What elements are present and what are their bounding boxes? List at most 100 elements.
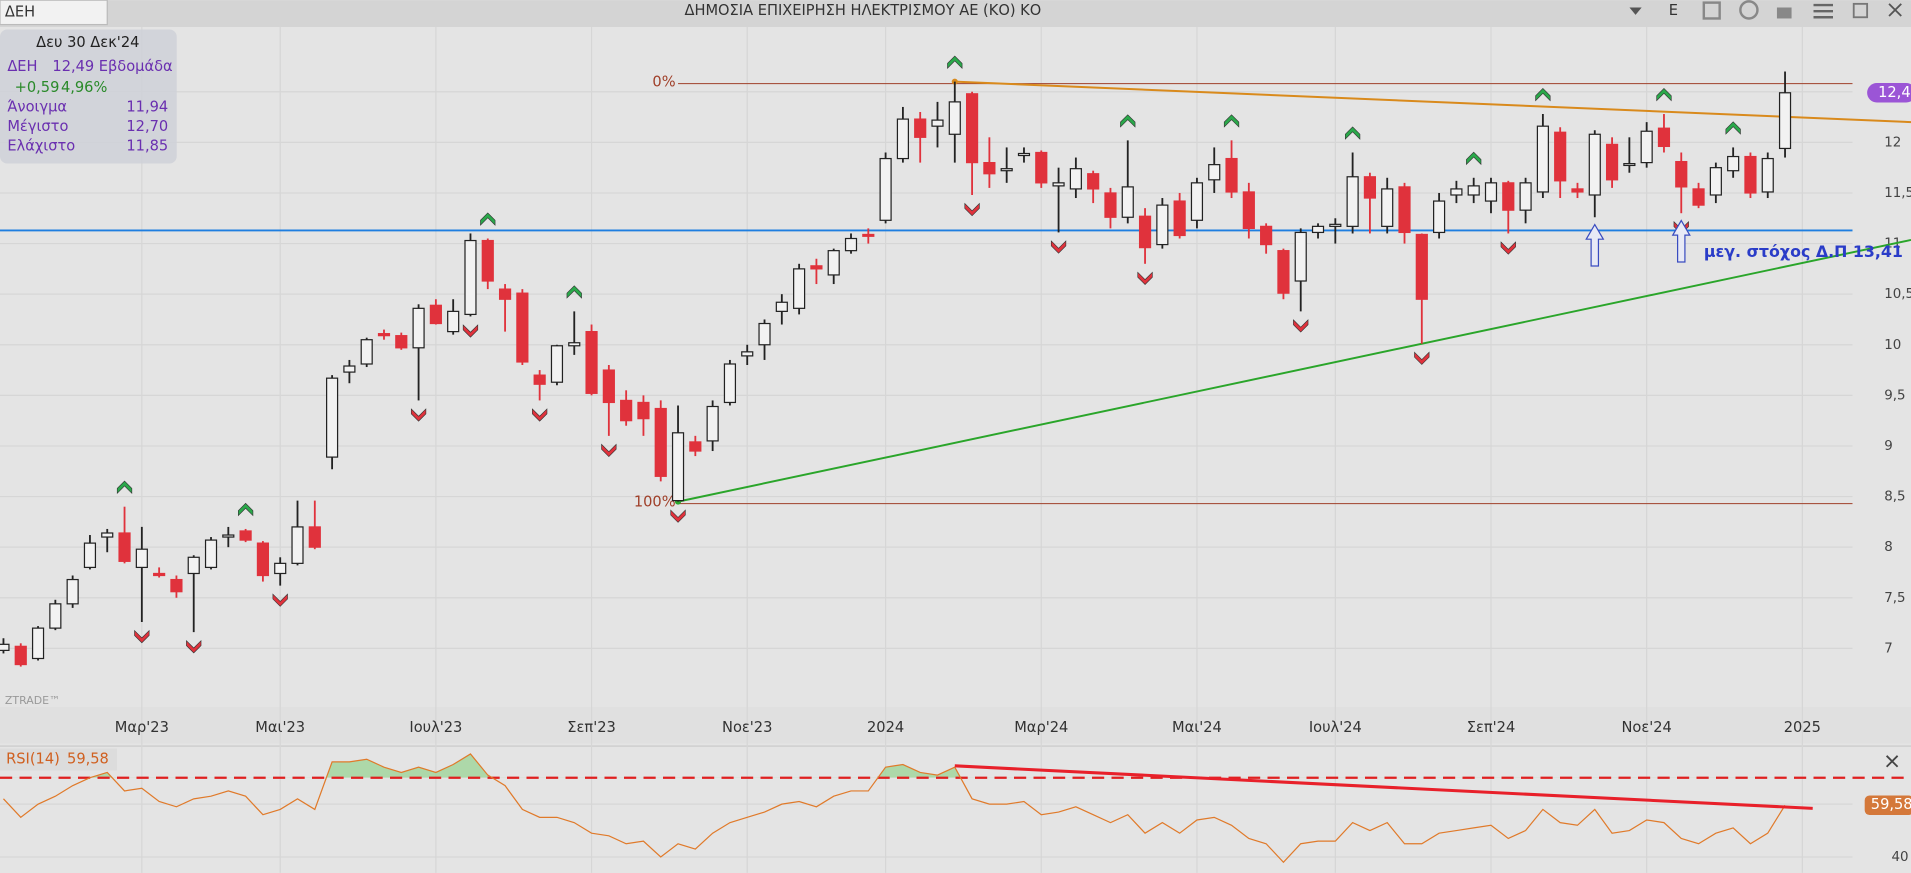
close-icon[interactable] xyxy=(1888,3,1902,17)
candle-body xyxy=(498,288,512,300)
candle-body xyxy=(135,548,148,569)
candle-body xyxy=(464,239,477,316)
down-marker xyxy=(532,408,548,422)
candle-body xyxy=(1519,182,1532,211)
info-value: 11,85 xyxy=(126,137,168,154)
icon[interactable] xyxy=(1739,0,1759,20)
y-tick-label: 8 xyxy=(1884,540,1893,555)
candle-body xyxy=(170,578,183,593)
candle-body xyxy=(879,157,892,221)
candle-body xyxy=(395,335,408,349)
trendline xyxy=(954,80,1911,124)
candle-body xyxy=(533,374,546,385)
down-marker xyxy=(1414,351,1430,365)
symbol-box[interactable] xyxy=(0,0,108,26)
fib-label: 0% xyxy=(652,73,675,90)
x-tick-label: Μαι'24 xyxy=(1172,719,1222,736)
down-marker xyxy=(462,324,479,338)
menu-icon[interactable] xyxy=(1813,3,1834,19)
candle-body xyxy=(1761,157,1774,193)
candle-body xyxy=(0,643,10,652)
candle-body xyxy=(1329,223,1342,227)
candle-body xyxy=(1657,127,1671,148)
lock-icon[interactable] xyxy=(1776,7,1792,19)
candle-body xyxy=(1087,173,1100,190)
candle-body xyxy=(1277,250,1290,294)
y-tick-label: 11,5 xyxy=(1884,186,1911,201)
candle-body xyxy=(758,322,771,346)
candle-body xyxy=(671,432,685,502)
candle-body xyxy=(360,339,373,365)
candle-body xyxy=(291,526,304,564)
candle-body xyxy=(1138,215,1152,249)
up-marker xyxy=(1345,126,1361,140)
icon[interactable] xyxy=(1702,1,1721,20)
candle-body xyxy=(1588,133,1601,196)
info-label: Μέγιστο xyxy=(7,118,68,135)
y-tick-label: 9,5 xyxy=(1884,388,1905,403)
candle-body xyxy=(377,333,391,337)
candle-body xyxy=(1502,182,1515,211)
candle-body xyxy=(274,562,287,575)
candle-body xyxy=(637,401,650,420)
x-tick-label: Ιουλ'23 xyxy=(409,719,462,736)
rsi-label-bg xyxy=(0,748,117,771)
candle-body xyxy=(1571,188,1584,193)
candle-body xyxy=(1363,176,1377,199)
candle-body xyxy=(585,331,598,394)
info-value: 11,94 xyxy=(126,98,168,115)
candle-body xyxy=(101,532,114,538)
up-marker xyxy=(1656,88,1672,102)
up-marker xyxy=(237,502,254,517)
candle-body xyxy=(1294,231,1307,282)
fib-label: 100% xyxy=(634,493,676,510)
candle-body xyxy=(602,369,615,404)
candle-body xyxy=(1035,151,1048,184)
down-marker xyxy=(272,593,288,607)
candle-body xyxy=(1484,182,1498,202)
down-marker xyxy=(601,443,617,457)
candle-body xyxy=(1260,225,1273,246)
candle-body xyxy=(1778,92,1792,150)
candle-body xyxy=(1467,185,1480,196)
window-title: ΔΗΜΟΣΙΑ ΕΠΙΧΕΙΡΗΣΗ ΗΛΕΚΤΡΙΣΜΟΥ ΑΕ (ΚΟ) Κ… xyxy=(684,2,1041,19)
y-tick-label: 10,5 xyxy=(1884,287,1911,302)
up-marker xyxy=(1535,88,1551,102)
info-date: Δευ 30 Δεκ'24 xyxy=(36,34,139,51)
rsi-close[interactable] xyxy=(1885,755,1899,768)
candle-body xyxy=(187,556,200,575)
candle-body xyxy=(153,572,166,577)
dropdown-icon[interactable] xyxy=(1629,7,1642,15)
y-tick-label: 9 xyxy=(1884,439,1893,454)
rsi-tag xyxy=(1864,795,1911,815)
candle-body xyxy=(1208,164,1221,181)
down-marker xyxy=(1050,240,1067,254)
candle-body xyxy=(1605,143,1619,181)
rsi-line xyxy=(3,753,1786,864)
up-marker xyxy=(1725,121,1741,135)
info-bg xyxy=(0,29,177,164)
candle-body xyxy=(1052,182,1065,187)
candle-body xyxy=(256,542,270,577)
down-marker xyxy=(1500,241,1516,255)
candle-body xyxy=(204,539,218,569)
info-period: Εβδομάδα xyxy=(99,58,173,75)
down-marker xyxy=(186,639,202,654)
rsi-tick-label: 40 xyxy=(1892,850,1909,865)
y-tick-label: 7 xyxy=(1884,641,1893,656)
restore-icon[interactable] xyxy=(1852,2,1869,19)
candle-body xyxy=(481,239,494,282)
x-tick-label: 2024 xyxy=(867,719,904,736)
candle-body xyxy=(31,627,45,660)
annotation: μεγ. στόχος Δ.Π 13,41 xyxy=(1704,242,1903,261)
info-label: Άνοιγμα xyxy=(7,98,67,115)
candle-body xyxy=(1225,157,1238,193)
candle-body xyxy=(1069,168,1082,190)
e-button[interactable]: E xyxy=(1669,2,1678,19)
info-change-pct: 4,96% xyxy=(61,79,108,96)
candle-body xyxy=(1104,192,1117,218)
rsi-tag-label: 59,58 xyxy=(1871,796,1911,813)
candle-body xyxy=(1000,168,1013,172)
candle-body xyxy=(343,365,356,373)
